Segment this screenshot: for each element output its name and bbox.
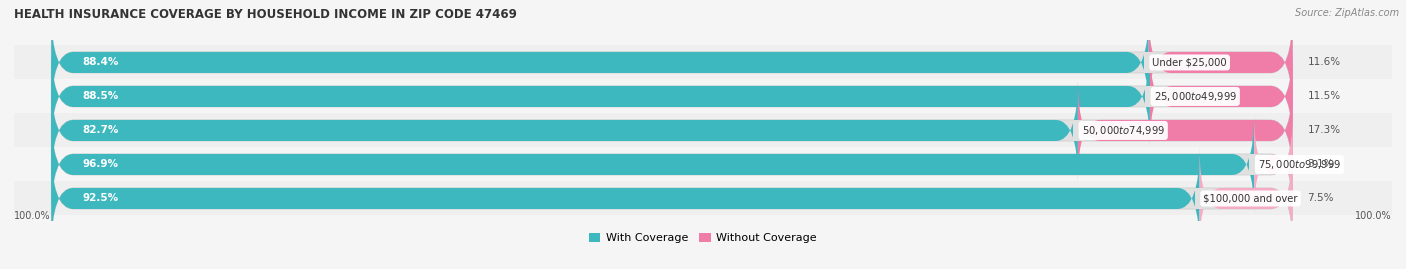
FancyBboxPatch shape [51,12,1292,113]
FancyBboxPatch shape [51,148,1199,249]
FancyBboxPatch shape [51,12,1149,113]
Text: 96.9%: 96.9% [83,160,118,169]
Text: Under $25,000: Under $25,000 [1153,58,1227,68]
Text: HEALTH INSURANCE COVERAGE BY HOUSEHOLD INCOME IN ZIP CODE 47469: HEALTH INSURANCE COVERAGE BY HOUSEHOLD I… [14,8,517,21]
FancyBboxPatch shape [51,46,1292,147]
FancyBboxPatch shape [1254,114,1292,215]
Text: 100.0%: 100.0% [1355,211,1392,221]
Legend: With Coverage, Without Coverage: With Coverage, Without Coverage [585,228,821,247]
Text: $100,000 and over: $100,000 and over [1204,193,1298,203]
FancyBboxPatch shape [51,80,1292,181]
Text: $25,000 to $49,999: $25,000 to $49,999 [1153,90,1237,103]
FancyBboxPatch shape [1150,46,1292,147]
Bar [1195,187,1205,209]
Text: 82.7%: 82.7% [83,125,118,136]
Text: $50,000 to $74,999: $50,000 to $74,999 [1081,124,1164,137]
FancyBboxPatch shape [51,148,1292,249]
Text: 88.4%: 88.4% [83,58,118,68]
Text: $75,000 to $99,999: $75,000 to $99,999 [1258,158,1341,171]
Bar [14,147,1392,182]
FancyBboxPatch shape [51,80,1078,181]
Bar [14,182,1392,215]
Text: 7.5%: 7.5% [1308,193,1334,203]
Bar [1143,52,1153,73]
Text: 17.3%: 17.3% [1308,125,1341,136]
Bar [1249,154,1260,175]
Text: 11.6%: 11.6% [1308,58,1341,68]
FancyBboxPatch shape [1199,148,1292,249]
FancyBboxPatch shape [51,46,1150,147]
Text: 3.1%: 3.1% [1308,160,1334,169]
Text: 92.5%: 92.5% [83,193,118,203]
FancyBboxPatch shape [1078,80,1292,181]
Bar [14,79,1392,114]
FancyBboxPatch shape [1149,12,1292,113]
Text: 100.0%: 100.0% [14,211,51,221]
FancyBboxPatch shape [51,114,1292,215]
Bar [1144,86,1154,107]
FancyBboxPatch shape [51,114,1254,215]
Text: Source: ZipAtlas.com: Source: ZipAtlas.com [1295,8,1399,18]
Bar [14,45,1392,79]
Text: 11.5%: 11.5% [1308,91,1341,101]
Bar [14,114,1392,147]
Text: 88.5%: 88.5% [83,91,118,101]
Bar [1073,120,1083,141]
